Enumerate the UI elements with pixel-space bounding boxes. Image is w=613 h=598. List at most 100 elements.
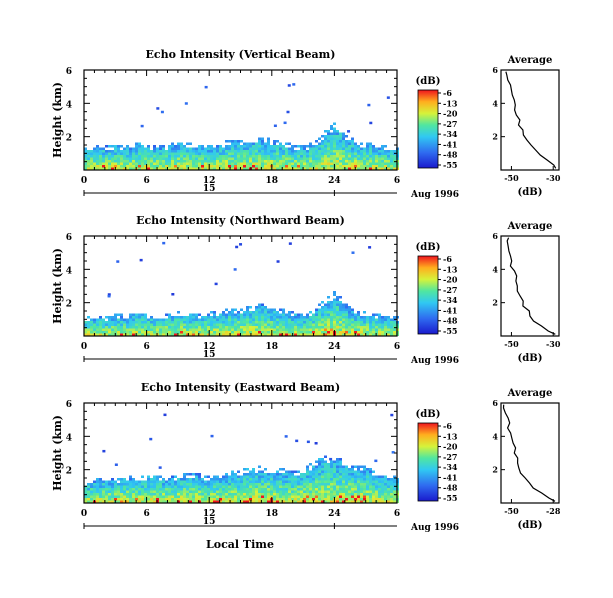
heatmap-cell <box>201 485 204 488</box>
heatmap-cell <box>279 145 282 148</box>
heatmap-cell <box>219 321 222 324</box>
heatmap-cell <box>348 495 351 498</box>
heatmap-cell <box>336 480 339 483</box>
heatmap-cell <box>333 463 336 466</box>
heatmap-cell <box>336 318 339 321</box>
heatmap-cell <box>252 478 255 481</box>
heatmap-cell <box>177 333 180 336</box>
heatmap-cell <box>381 488 384 491</box>
heatmap-cell <box>126 480 129 483</box>
heatmap-cell <box>90 498 93 501</box>
heatmap-cell <box>87 490 90 493</box>
heatmap-cell <box>147 157 150 160</box>
heatmap-cell <box>243 147 246 150</box>
heatmap-cell <box>219 485 222 488</box>
heatmap-cell <box>210 311 213 314</box>
heatmap-cell <box>261 333 264 336</box>
heatmap-cell <box>243 313 246 316</box>
heatmap-cell <box>300 500 303 503</box>
heatmap-cell <box>327 333 330 336</box>
heatmap-cell <box>318 495 321 498</box>
heatmap-cell <box>111 493 114 496</box>
heatmap-cell <box>171 490 174 493</box>
heatmap-cell <box>273 478 276 481</box>
heatmap-cell <box>273 493 276 496</box>
heatmap-cell <box>213 495 216 498</box>
heatmap-cell <box>129 321 132 324</box>
heatmap-cell <box>366 470 369 473</box>
heatmap-cell <box>273 326 276 329</box>
heatmap-cell <box>108 165 111 168</box>
heatmap-cell <box>231 331 234 334</box>
heatmap-cell <box>198 323 201 326</box>
heatmap-cell <box>258 162 261 165</box>
heatmap-cell <box>219 167 222 170</box>
heatmap-cell <box>150 165 153 168</box>
heatmap-cell <box>222 155 225 158</box>
heatmap-cell <box>381 478 384 481</box>
heatmap-cell <box>279 493 282 496</box>
heatmap-cell <box>360 475 363 478</box>
heatmap-cell <box>255 478 258 481</box>
heatmap-cell <box>129 152 132 155</box>
heatmap-cell <box>186 323 189 326</box>
heatmap-cell <box>363 157 366 160</box>
heatmap-cell <box>309 498 312 501</box>
heatmap-cell <box>357 316 360 319</box>
heatmap-cell <box>381 475 384 478</box>
heatmap-cell <box>117 165 120 168</box>
heatmap-cell <box>234 145 237 148</box>
average-x-label: (dB) <box>518 520 543 531</box>
heatmap-cell <box>342 483 345 486</box>
heatmap-cell <box>168 145 171 148</box>
heatmap-cell <box>288 480 291 483</box>
heatmap-cell <box>336 488 339 491</box>
heatmap-cell <box>372 480 375 483</box>
heatmap-cell <box>345 155 348 158</box>
heatmap-cell <box>156 147 159 150</box>
heatmap-cell <box>96 167 99 170</box>
heatmap-cell <box>273 308 276 311</box>
heatmap-cell <box>351 328 354 331</box>
heatmap-cell <box>330 306 333 309</box>
heatmap-cell <box>126 155 129 158</box>
heatmap-cell <box>165 500 168 503</box>
heatmap-cell <box>384 498 387 501</box>
heatmap-cell <box>348 160 351 163</box>
heatmap-cell <box>279 318 282 321</box>
heatmap-cell <box>318 316 321 319</box>
heatmap-cell <box>336 478 339 481</box>
heatmap-cell <box>336 321 339 324</box>
heatmap-cell <box>363 167 366 170</box>
heatmap-cell <box>285 495 288 498</box>
heatmap-cell <box>300 328 303 331</box>
heatmap-cell <box>255 152 258 155</box>
heatmap-cell <box>117 483 120 486</box>
heatmap-cell <box>168 147 171 150</box>
heatmap-cell <box>189 167 192 170</box>
heatmap-cell <box>345 318 348 321</box>
heatmap-cell <box>219 478 222 481</box>
heatmap-cell <box>387 485 390 488</box>
heatmap-cell <box>288 493 291 496</box>
heatmap-cell <box>228 483 231 486</box>
heatmap-cell <box>150 318 153 321</box>
heatmap-cell <box>159 162 162 165</box>
heatmap-cell <box>393 155 396 158</box>
colorbar-tick-label: -34 <box>443 295 458 305</box>
heatmap-cell <box>369 142 372 145</box>
heatmap-cell <box>366 155 369 158</box>
heatmap-cell <box>330 137 333 140</box>
heatmap-cell <box>156 478 159 481</box>
heatmap-cell <box>183 485 186 488</box>
heatmap-cell <box>219 162 222 165</box>
heatmap-cell <box>174 321 177 324</box>
heatmap-cell <box>258 490 261 493</box>
heatmap-cell <box>237 152 240 155</box>
heatmap-cell <box>276 328 279 331</box>
heatmap-cell <box>90 152 93 155</box>
heatmap-cell <box>228 328 231 331</box>
heatmap-cell <box>105 490 108 493</box>
heatmap-cell <box>321 321 324 324</box>
